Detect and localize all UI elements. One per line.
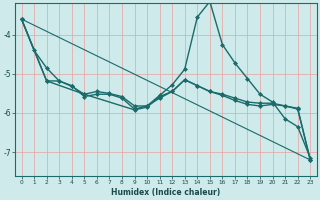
X-axis label: Humidex (Indice chaleur): Humidex (Indice chaleur) <box>111 188 220 197</box>
